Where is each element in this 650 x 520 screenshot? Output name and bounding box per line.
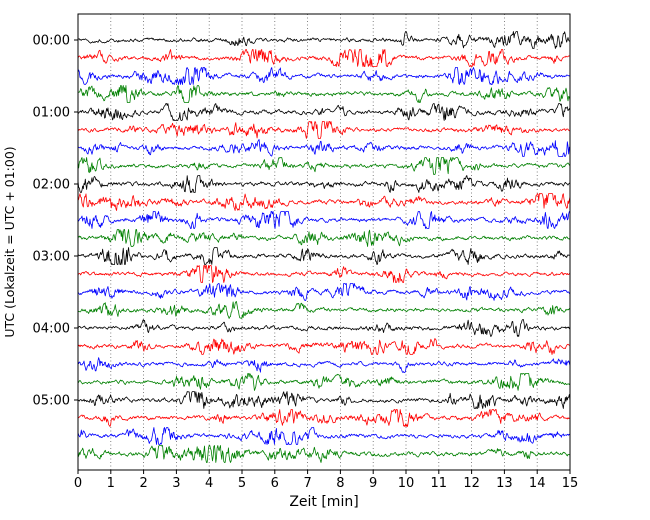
seismic-trace	[77, 357, 571, 373]
seismic-trace	[77, 67, 571, 85]
y-axis-label: UTC (Lokalzeit = UTC + 01:00)	[2, 146, 17, 337]
seismic-trace	[77, 175, 571, 193]
seismic-trace	[77, 409, 571, 427]
x-tick-label: 11	[431, 476, 448, 491]
seismic-trace	[77, 247, 571, 265]
seismic-trace	[77, 139, 571, 157]
grid-layer	[110, 14, 538, 470]
seismic-trace	[77, 283, 571, 301]
seismic-trace	[77, 427, 571, 445]
trace-layer	[77, 31, 571, 463]
x-tick-label: 8	[336, 476, 344, 491]
seismic-trace	[77, 319, 571, 337]
x-tick-label: 9	[369, 476, 377, 491]
x-tick-label: 10	[398, 476, 415, 491]
seismic-trace	[77, 103, 571, 121]
seismic-trace	[77, 229, 571, 247]
seismic-trace	[77, 121, 571, 139]
x-tick-label: 5	[238, 476, 246, 491]
y-tick-label: 05:00	[33, 394, 70, 409]
x-tick-label: 6	[271, 476, 279, 491]
y-tick-label: 00:00	[33, 34, 70, 49]
seismic-trace	[77, 301, 571, 319]
seismic-trace	[77, 338, 571, 355]
x-tick-label: 14	[529, 476, 546, 491]
y-tick-label: 02:00	[33, 178, 70, 193]
plot-border	[77, 13, 571, 471]
x-tick-label: 0	[74, 476, 82, 491]
seismic-trace	[77, 193, 571, 211]
seismic-trace	[77, 445, 571, 463]
seismic-trace	[77, 373, 571, 391]
x-tick-label: 3	[172, 476, 180, 491]
y-tick-label: 04:00	[33, 322, 70, 337]
seismic-trace	[77, 49, 571, 67]
axis-layer: 0 1 2 3 4 5 6 7 8 9 10 11 12 13 14 1500:0001:0002:0003:…	[33, 34, 579, 492]
x-tick-label: 7	[303, 476, 311, 491]
x-tick-label: 4	[205, 476, 213, 491]
x-tick-label: 13	[496, 476, 513, 491]
seismic-trace	[77, 85, 571, 103]
x-axis-label: Zeit [min]	[289, 494, 358, 510]
y-tick-label: 03:00	[33, 250, 70, 265]
x-tick-label: 1	[107, 476, 115, 491]
seismic-trace	[77, 391, 571, 409]
y-tick-label: 01:00	[33, 106, 70, 121]
x-tick-label: 12	[463, 476, 480, 491]
seismic-trace	[77, 265, 571, 283]
x-tick-label: 15	[562, 476, 579, 491]
seismic-trace	[77, 157, 571, 175]
x-tick-label: 2	[139, 476, 147, 491]
seismic-trace	[77, 211, 570, 229]
seismic-trace	[77, 31, 571, 49]
